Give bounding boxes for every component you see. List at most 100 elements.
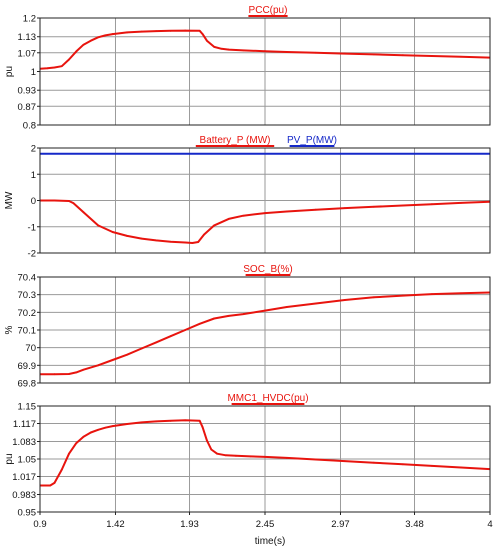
y-tick-label: 0.87 [18, 102, 37, 113]
data-point [242, 49, 245, 52]
data-point [184, 329, 187, 331]
y-axis-label: pu [4, 453, 15, 464]
data-point [126, 423, 128, 425]
data-point [140, 30, 143, 33]
data-point [60, 468, 63, 471]
data-point [169, 335, 172, 338]
y-tick-label: 1.05 [18, 455, 37, 466]
data-point [431, 55, 433, 57]
data-point [372, 296, 375, 299]
y-tick-label: 1 [31, 67, 36, 78]
chart-panel-2: -2 -1 0 1 2 MW Battery_P (MW) PV_P(MW) [4, 135, 491, 260]
data-point [227, 314, 230, 317]
data-point [343, 460, 346, 463]
data-point [140, 237, 143, 240]
legend-entry: PCC(pu) [249, 5, 288, 16]
data-point [111, 231, 114, 233]
data-point [184, 419, 187, 422]
data-point [89, 39, 92, 42]
data-point [60, 65, 63, 68]
data-point [82, 211, 85, 214]
data-point [191, 242, 194, 244]
data-point [314, 302, 317, 305]
y-tick-label: 1 [31, 170, 36, 181]
data-point [431, 293, 433, 296]
chart-panel-1: 0.8 0.87 0.93 1 1.07 1.13 1.2 pu PCC(pu) [4, 5, 491, 132]
y-tick-label: 69.8 [18, 379, 37, 390]
data-point [46, 67, 49, 70]
data-point [68, 200, 70, 202]
data-point [82, 368, 85, 371]
data-point [431, 464, 433, 467]
data-point [203, 233, 205, 236]
plot-frame [39, 147, 491, 254]
data-point [431, 203, 433, 206]
panels-group: 0.8 0.87 0.93 1 1.07 1.13 1.2 pu PCC(pu) -2 -1 0 1 2 M… [4, 5, 491, 519]
y-axis-label: % [4, 325, 15, 334]
data-point [227, 217, 230, 220]
data-point [68, 373, 70, 375]
data-point [82, 435, 85, 438]
legend-entry: MMC1_HVDC(pu) [227, 393, 308, 404]
data-point [89, 431, 92, 434]
data-point [169, 419, 172, 422]
data-point [235, 454, 237, 457]
data-point [216, 452, 218, 455]
x-tick-label: 1.93 [180, 519, 199, 530]
data-point [155, 420, 158, 423]
data-point [285, 51, 288, 53]
data-point [53, 373, 56, 376]
data-point [314, 458, 317, 461]
data-point [75, 50, 78, 53]
legend-entry: PV_P(MW) [287, 135, 337, 146]
data-point [460, 292, 462, 295]
y-tick-label: 70.1 [18, 326, 37, 337]
y-tick-label: 1.2 [23, 14, 36, 25]
data-point [169, 29, 172, 32]
data-point [104, 34, 107, 37]
y-tick-label: 70 [25, 343, 36, 354]
data-point [201, 33, 204, 35]
y-tick-label: 70.2 [18, 308, 37, 319]
x-tick-label: 2.45 [256, 519, 275, 530]
data-point [227, 48, 230, 51]
y-tick-label: -1 [28, 222, 36, 233]
data-point [285, 457, 288, 459]
data-point [140, 421, 143, 424]
data-point [213, 224, 216, 227]
data-point [242, 214, 245, 217]
data-point [75, 371, 78, 374]
y-tick-label: 0 [31, 196, 36, 207]
data-point [53, 481, 56, 484]
data-point [264, 309, 266, 312]
y-tick-label: 69.9 [18, 361, 37, 372]
data-point [206, 439, 208, 442]
data-point [140, 347, 143, 350]
data-point [155, 341, 158, 344]
y-tick-label: 0.8 [23, 121, 36, 132]
data-point [402, 463, 404, 466]
data-point [111, 359, 114, 361]
data-point [264, 212, 266, 215]
data-point [198, 29, 201, 32]
x-axis-label: time(s) [255, 536, 286, 547]
x-tick-label: 1.42 [106, 519, 125, 530]
data-point [111, 425, 114, 428]
data-point [111, 33, 114, 35]
x-tick-label: 2.97 [331, 519, 350, 530]
y-tick-label: 0.93 [18, 86, 37, 97]
data-point [402, 54, 404, 57]
data-point [197, 241, 200, 243]
data-point [155, 239, 158, 242]
y-tick-label: 70.3 [18, 290, 37, 301]
data-point [104, 426, 107, 429]
data-point [249, 455, 252, 458]
y-tick-label: -2 [28, 249, 36, 260]
data-point [213, 45, 216, 48]
data-point [97, 224, 99, 227]
data-point [224, 454, 227, 457]
data-point [155, 30, 158, 33]
y-tick-label: 1.117 [13, 419, 36, 430]
data-point [126, 235, 128, 237]
y-tick-label: 2 [31, 144, 36, 155]
